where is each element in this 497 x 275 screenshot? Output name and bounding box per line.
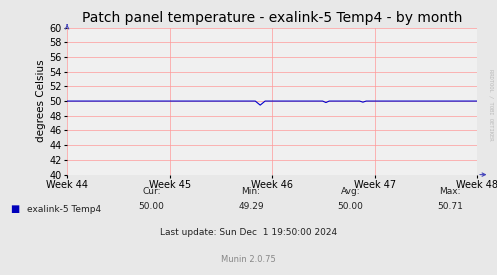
Text: RRDTOOL / TOBI OETIKER: RRDTOOL / TOBI OETIKER bbox=[489, 69, 494, 140]
Text: Max:: Max: bbox=[439, 187, 461, 196]
Title: Patch panel temperature - exalink-5 Temp4 - by month: Patch panel temperature - exalink-5 Temp… bbox=[82, 11, 462, 25]
Text: ■: ■ bbox=[10, 204, 19, 214]
Text: exalink-5 Temp4: exalink-5 Temp4 bbox=[27, 205, 101, 213]
Text: 50.00: 50.00 bbox=[139, 202, 165, 211]
Text: 50.00: 50.00 bbox=[337, 202, 363, 211]
Text: Last update: Sun Dec  1 19:50:00 2024: Last update: Sun Dec 1 19:50:00 2024 bbox=[160, 228, 337, 237]
Text: Munin 2.0.75: Munin 2.0.75 bbox=[221, 255, 276, 264]
Text: Min:: Min: bbox=[242, 187, 260, 196]
Text: Cur:: Cur: bbox=[142, 187, 161, 196]
Text: 49.29: 49.29 bbox=[238, 202, 264, 211]
Text: Avg:: Avg: bbox=[340, 187, 360, 196]
Text: 50.71: 50.71 bbox=[437, 202, 463, 211]
Y-axis label: degrees Celsius: degrees Celsius bbox=[36, 60, 46, 142]
